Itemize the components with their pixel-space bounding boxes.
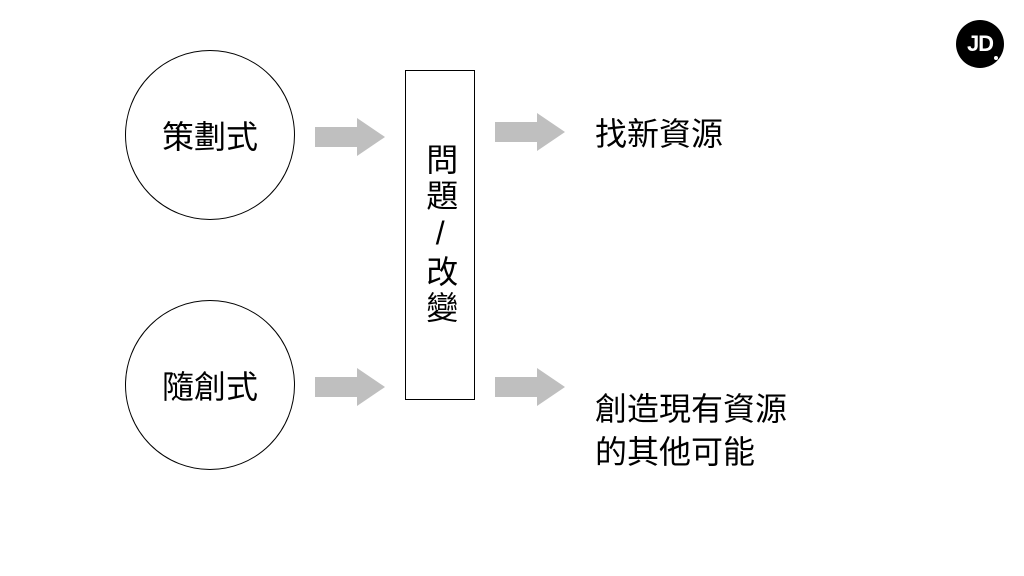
jd-logo: JD bbox=[956, 20, 1004, 68]
output-text-2: 創造現有資源 的其他可能 bbox=[595, 345, 787, 475]
center-box-label: 問題/改變 bbox=[421, 143, 459, 327]
output-label-2: 創造現有資源 的其他可能 bbox=[595, 391, 787, 470]
output-label-1: 找新資源 bbox=[595, 116, 723, 152]
circle-node-2: 隨創式 bbox=[125, 300, 295, 470]
jd-logo-text: JD bbox=[967, 31, 993, 57]
circle-node-1: 策劃式 bbox=[125, 50, 295, 220]
arrow-3 bbox=[495, 113, 565, 151]
output-text-1: 找新資源 bbox=[595, 113, 723, 156]
arrow-4 bbox=[495, 368, 565, 406]
circle-label-2: 隨創式 bbox=[162, 362, 258, 408]
arrow-2 bbox=[315, 368, 385, 406]
circle-label-1: 策劃式 bbox=[162, 112, 258, 158]
arrow-1 bbox=[315, 118, 385, 156]
jd-logo-dot-icon bbox=[994, 56, 998, 60]
center-box: 問題/改變 bbox=[405, 70, 475, 400]
